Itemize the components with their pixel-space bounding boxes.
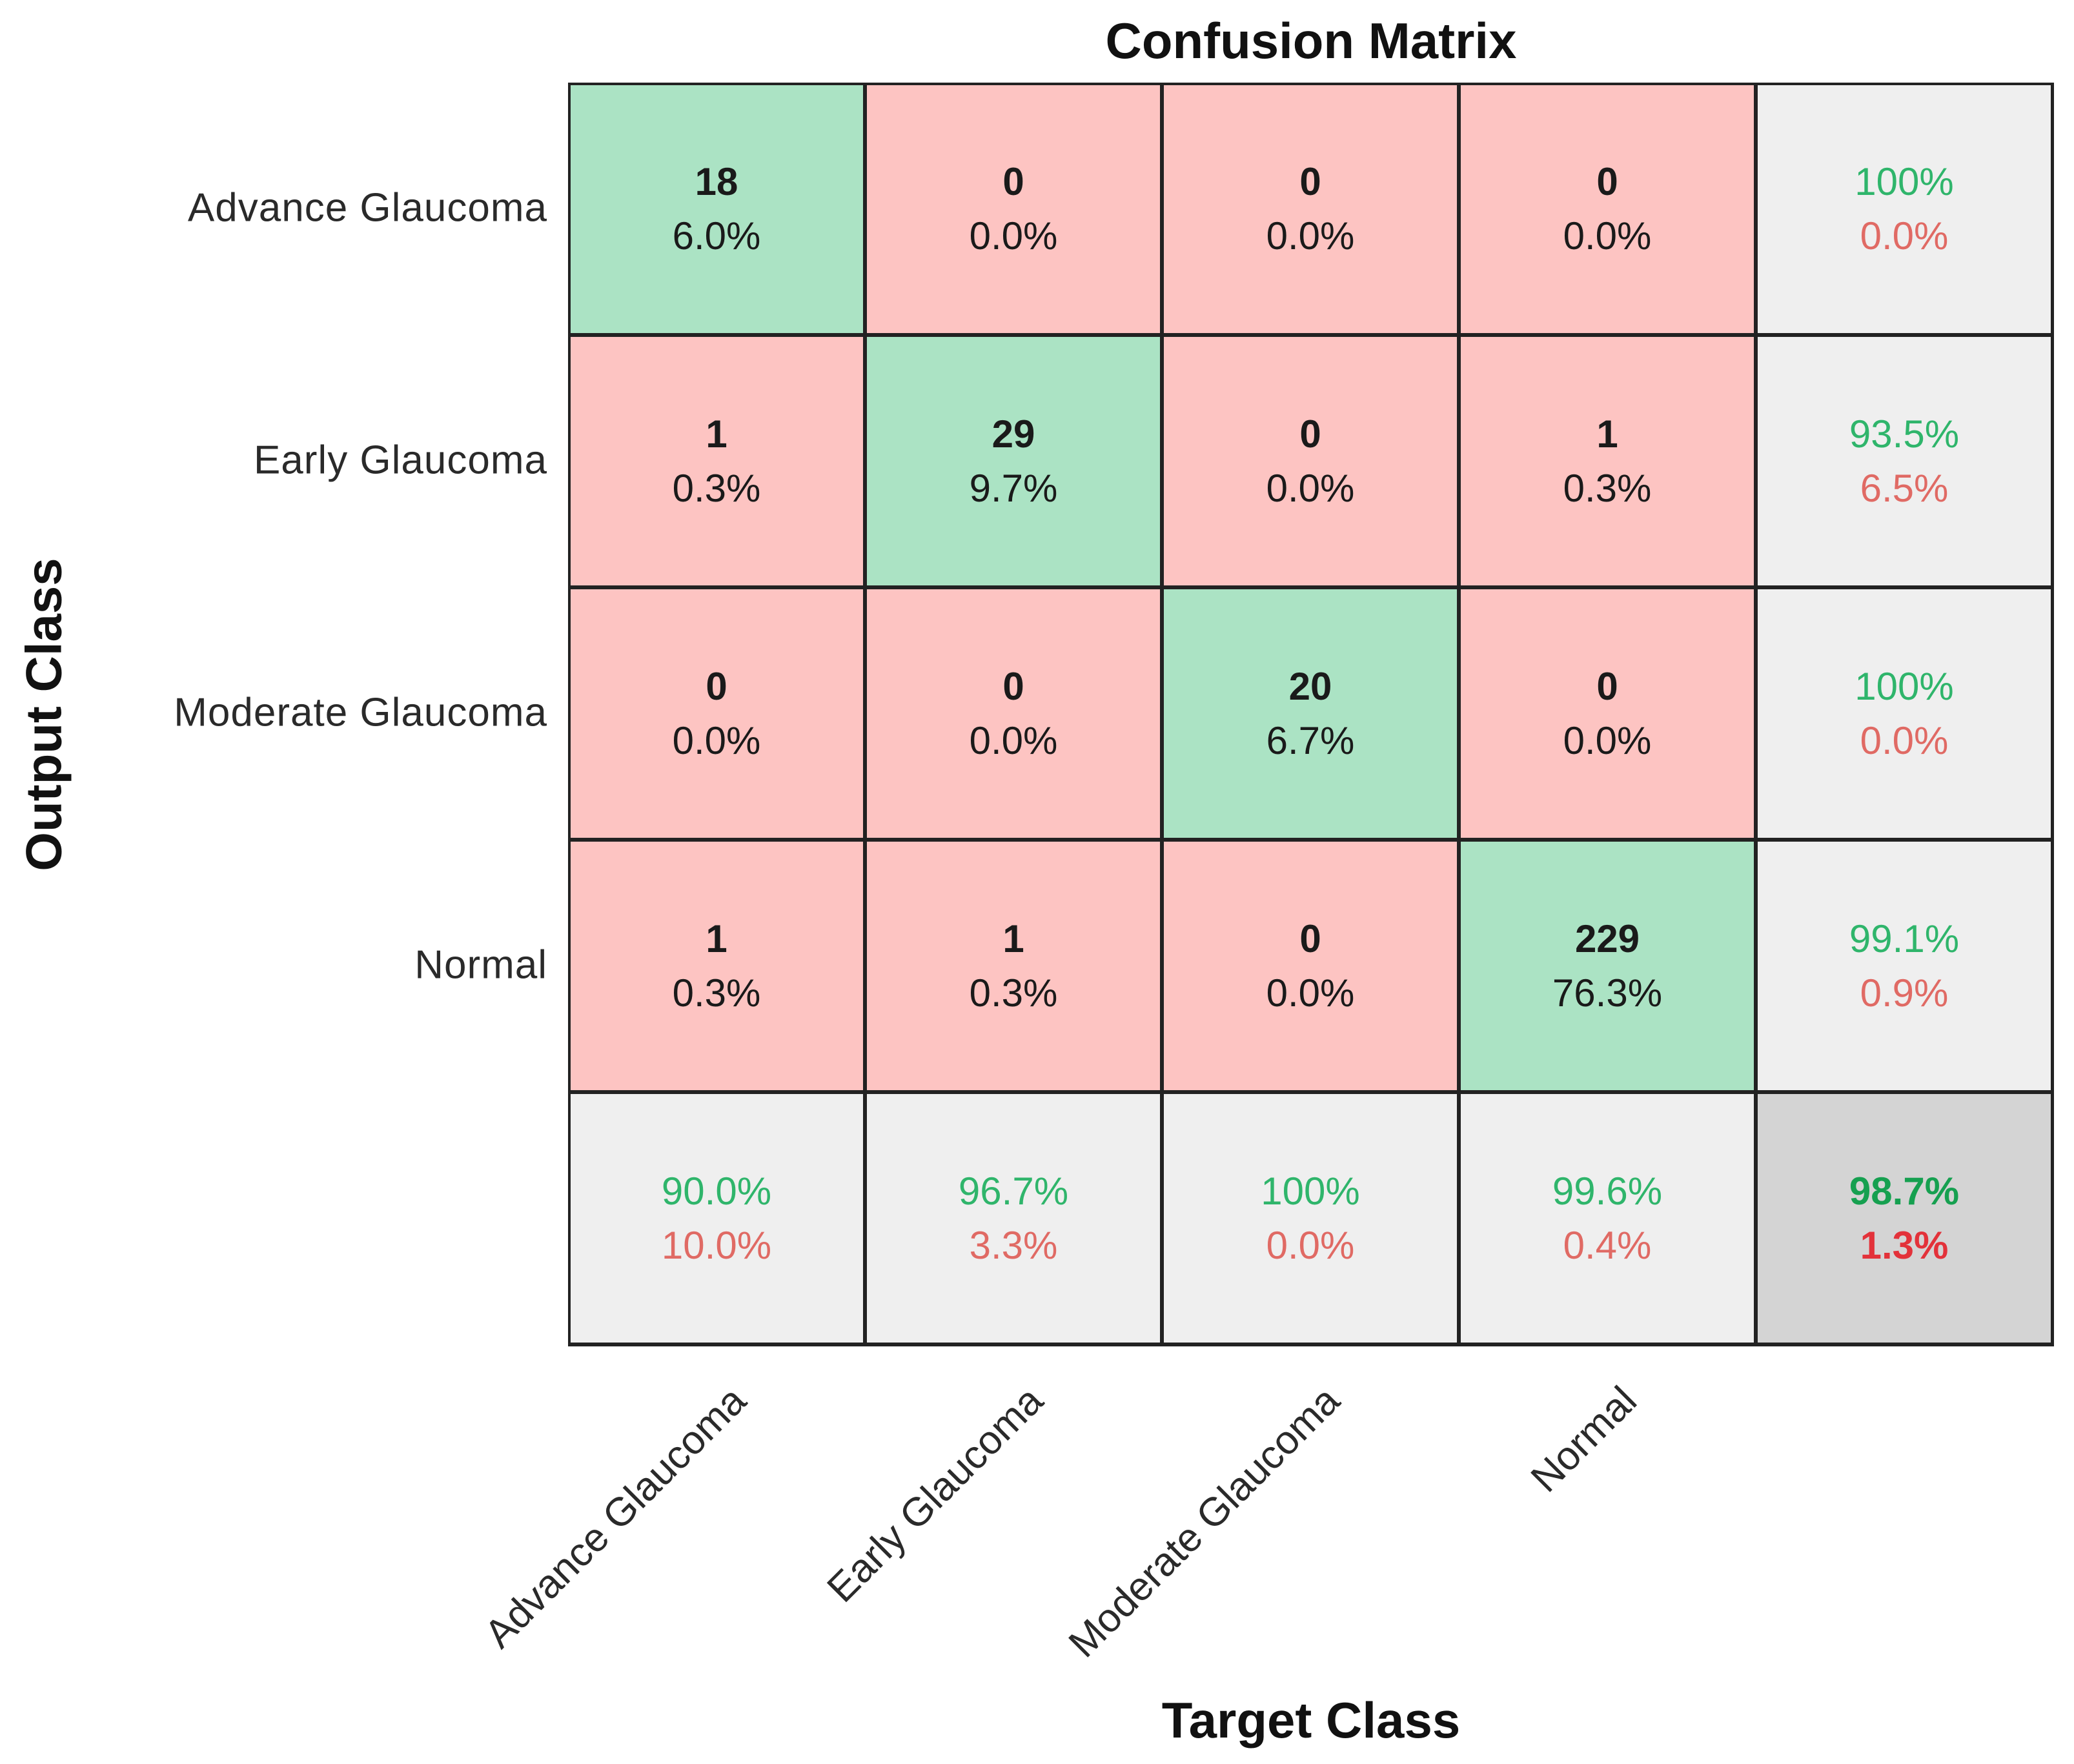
row-label: Moderate Glaucoma (174, 690, 547, 735)
cell-count: 1 (706, 917, 727, 960)
row-summary-cell: 100% 0.0% (1756, 587, 2053, 840)
cell-count: 0 (1002, 664, 1024, 708)
false-discovery-value: 0.9% (1860, 971, 1949, 1015)
matrix-cell-incorrect: 1 0.3% (568, 840, 865, 1092)
recall-value: 99.6% (1552, 1169, 1663, 1213)
matrix-cell-incorrect: 0 0.0% (1459, 587, 1756, 840)
column-label: Normal (1522, 1378, 1646, 1501)
x-axis-title: Target Class (1161, 1692, 1461, 1749)
recall-value: 100% (1261, 1169, 1360, 1213)
cell-percent: 6.7% (1266, 718, 1355, 762)
cell-percent: 0.3% (672, 971, 761, 1015)
overall-error-value: 1.3% (1860, 1223, 1949, 1267)
column-summary-cell: 90.0% 10.0% (568, 1092, 865, 1344)
cell-count: 0 (1002, 159, 1024, 203)
recall-value: 96.7% (958, 1169, 1069, 1213)
cell-percent: 0.0% (1563, 214, 1652, 258)
matrix-cell-correct: 18 6.0% (568, 83, 865, 335)
cell-count: 1 (1002, 917, 1024, 960)
matrix-cell-incorrect: 0 0.0% (1162, 840, 1459, 1092)
false-discovery-value: 0.0% (1860, 214, 1949, 258)
row-label: Normal (414, 942, 547, 987)
cell-percent: 0.0% (1266, 466, 1355, 510)
cell-count: 0 (1596, 664, 1618, 708)
cell-percent: 6.0% (672, 214, 761, 258)
matrix-cell-incorrect: 0 0.0% (865, 83, 1162, 335)
cell-count: 229 (1574, 917, 1640, 960)
cell-count: 29 (991, 412, 1035, 456)
cell-percent: 0.0% (672, 718, 761, 762)
miss-rate-value: 10.0% (661, 1223, 772, 1267)
cell-percent: 0.0% (1266, 214, 1355, 258)
precision-value: 100% (1855, 159, 1954, 203)
precision-value: 93.5% (1849, 412, 1960, 456)
cell-percent: 0.3% (672, 466, 761, 510)
cell-percent: 0.0% (969, 718, 1058, 762)
cell-count: 0 (1596, 159, 1618, 203)
column-label: Early Glaucoma (818, 1378, 1052, 1611)
matrix-cell-correct: 20 6.7% (1162, 587, 1459, 840)
chart-title: Confusion Matrix (1105, 12, 1517, 69)
matrix-cell-incorrect: 0 0.0% (1459, 83, 1756, 335)
matrix-cell-incorrect: 0 0.0% (865, 587, 1162, 840)
matrix-cell-incorrect: 1 0.3% (1459, 335, 1756, 587)
cell-count: 20 (1288, 664, 1332, 708)
matrix-cell-incorrect: 0 0.0% (1162, 83, 1459, 335)
row-label: Early Glaucoma (253, 438, 547, 482)
matrix-cell-correct: 229 76.3% (1459, 840, 1756, 1092)
cell-count: 0 (1299, 917, 1321, 960)
overall-accuracy-value: 98.7% (1849, 1169, 1960, 1213)
cell-count: 0 (1299, 159, 1321, 203)
cell-count: 0 (706, 664, 727, 708)
miss-rate-value: 3.3% (969, 1223, 1058, 1267)
column-summary-cell: 100% 0.0% (1162, 1092, 1459, 1344)
cell-percent: 0.0% (1563, 718, 1652, 762)
cell-count: 0 (1299, 412, 1321, 456)
row-label: Advance Glaucoma (187, 185, 547, 230)
column-summary-cell: 99.6% 0.4% (1459, 1092, 1756, 1344)
row-summary-cell: 100% 0.0% (1756, 83, 2053, 335)
matrix-cell-incorrect: 0 0.0% (1162, 335, 1459, 587)
miss-rate-value: 0.0% (1266, 1223, 1355, 1267)
cell-percent: 0.3% (1563, 466, 1652, 510)
cell-count: 18 (695, 159, 738, 203)
column-summary-cell: 96.7% 3.3% (865, 1092, 1162, 1344)
matrix-cell-incorrect: 0 0.0% (568, 587, 865, 840)
matrix-cell-incorrect: 1 0.3% (865, 840, 1162, 1092)
row-summary-cell: 93.5% 6.5% (1756, 335, 2053, 587)
cell-count: 1 (706, 412, 727, 456)
column-label: Moderate Glaucoma (1061, 1378, 1349, 1667)
cell-percent: 0.0% (969, 214, 1058, 258)
matrix-cell-correct: 29 9.7% (865, 335, 1162, 587)
column-label: Advance Glaucoma (476, 1378, 755, 1657)
cell-percent: 76.3% (1552, 971, 1663, 1015)
overall-accuracy-cell: 98.7% 1.3% (1756, 1092, 2053, 1344)
precision-value: 100% (1855, 664, 1954, 708)
cell-percent: 0.3% (969, 971, 1058, 1015)
miss-rate-value: 0.4% (1563, 1223, 1652, 1267)
cell-percent: 9.7% (969, 466, 1058, 510)
matrix-cell-incorrect: 1 0.3% (568, 335, 865, 587)
row-summary-cell: 99.1% 0.9% (1756, 840, 2053, 1092)
cell-count: 1 (1596, 412, 1618, 456)
recall-value: 90.0% (661, 1169, 772, 1213)
precision-value: 99.1% (1849, 917, 1960, 960)
false-discovery-value: 0.0% (1860, 718, 1949, 762)
cell-percent: 0.0% (1266, 971, 1355, 1015)
y-axis-title: Output Class (15, 558, 72, 871)
false-discovery-value: 6.5% (1860, 466, 1949, 510)
